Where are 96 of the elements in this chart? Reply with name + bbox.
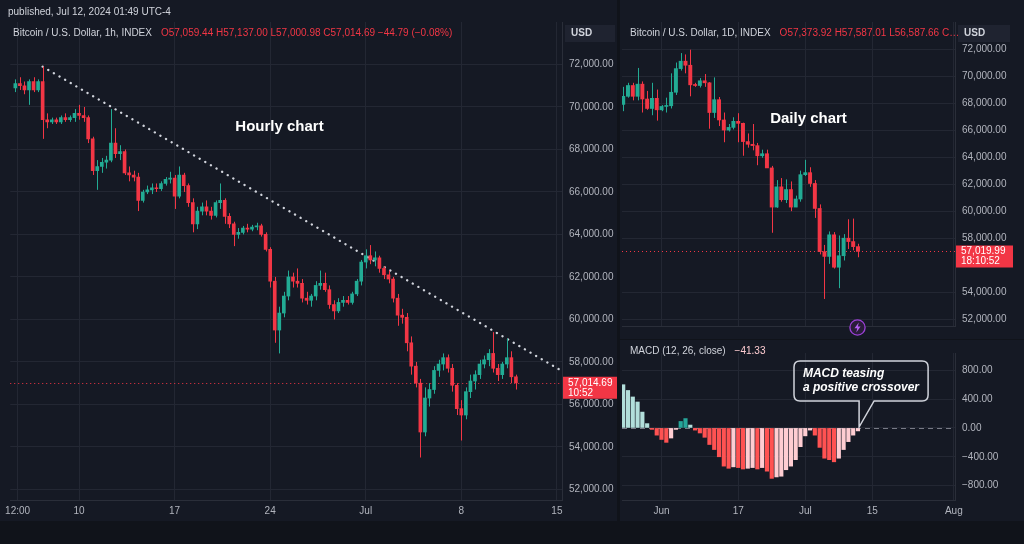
annotation: MACD teasing a positive crossover bbox=[802, 366, 921, 395]
bar bbox=[831, 428, 837, 463]
bar bbox=[683, 418, 688, 428]
x-tick-label: Aug bbox=[944, 504, 963, 516]
y-tick-label: 54,000.00 bbox=[962, 285, 1007, 297]
x-tick-label: 24 bbox=[264, 504, 277, 516]
candlestick bbox=[721, 112, 726, 143]
bar bbox=[774, 428, 779, 478]
chart-subtitle: O57,373.92 H57,587.01 L56,587.66 C… bbox=[779, 26, 960, 38]
text: O57,059.44 H57,137.00 L57,000.98 C57,014.69 −44.79 (−0.08%) bbox=[160, 26, 453, 38]
candlestick bbox=[784, 178, 789, 204]
y-tick-label: 70,000.00 bbox=[569, 100, 614, 112]
candlestick bbox=[640, 80, 645, 114]
y-tick-label: 64,000.00 bbox=[962, 150, 1007, 162]
ref-line-label: 57,019.99 18:10:52 bbox=[961, 245, 1006, 267]
y-tick-label: 68,000.00 bbox=[962, 96, 1007, 108]
y-axis-title: USD bbox=[964, 27, 986, 39]
candlestick bbox=[622, 86, 626, 112]
bar bbox=[622, 384, 626, 428]
candlestick bbox=[846, 218, 851, 250]
y-tick-label: 72,000.00 bbox=[962, 42, 1007, 54]
y-tick-label: 62,000.00 bbox=[962, 177, 1007, 189]
x-tick-label: Jul bbox=[798, 504, 812, 516]
bar bbox=[822, 428, 827, 459]
bar bbox=[740, 428, 746, 470]
candlestick bbox=[95, 159, 100, 191]
candlestick bbox=[827, 230, 832, 265]
bar bbox=[760, 428, 765, 468]
candlestick bbox=[109, 108, 113, 163]
text: published, Jul 12, 2024 01:49 UTC-4 bbox=[8, 5, 172, 17]
bar bbox=[726, 428, 731, 469]
chart-title: Bitcoin / U.S. Dollar, 1D, INDEX bbox=[630, 26, 771, 38]
y-tick-label: 800.00 bbox=[962, 364, 994, 376]
candlestick bbox=[282, 291, 286, 318]
candlestick bbox=[779, 177, 784, 203]
y-tick-label: 58,000.00 bbox=[569, 355, 614, 367]
x-tick-label: Jul bbox=[359, 504, 373, 516]
x-tick-label: 12:00 bbox=[5, 504, 31, 516]
bar bbox=[755, 428, 760, 470]
y-tick-label: 0.00 bbox=[962, 421, 982, 433]
text: Bitcoin / U.S. Dollar, 1h, INDEX bbox=[13, 26, 153, 38]
bar bbox=[736, 428, 741, 468]
y-axis-title: USD bbox=[571, 27, 593, 39]
candlestick bbox=[368, 244, 373, 265]
y-tick-label: 66,000.00 bbox=[962, 123, 1007, 135]
bar bbox=[659, 428, 664, 440]
chart-subtitle: −41.33 bbox=[734, 344, 766, 356]
chart-title: MACD (12, 26, close) bbox=[630, 344, 726, 356]
candlestick bbox=[504, 338, 509, 369]
candlestick bbox=[27, 78, 31, 106]
y-tick-label: 52,000.00 bbox=[569, 483, 614, 495]
candlestick bbox=[736, 112, 741, 143]
x-tick-label: 10 bbox=[73, 504, 86, 516]
annotation: Hourly chart bbox=[235, 117, 324, 135]
candlestick bbox=[277, 306, 282, 354]
y-tick-label: −400.00 bbox=[962, 450, 999, 462]
bar bbox=[635, 401, 640, 428]
candlestick bbox=[645, 90, 650, 111]
candlestick bbox=[363, 248, 368, 269]
x-tick-label: Jun bbox=[653, 504, 670, 516]
bar bbox=[731, 428, 736, 468]
candlestick bbox=[712, 76, 717, 119]
annotation: Daily chart bbox=[770, 109, 847, 127]
candlestick bbox=[774, 179, 779, 209]
x-tick-label: 15 bbox=[551, 504, 563, 516]
x-tick-label: 8 bbox=[458, 504, 465, 516]
y-tick-label: 64,000.00 bbox=[569, 228, 614, 240]
x-tick-label: 17 bbox=[169, 504, 181, 516]
candlestick bbox=[717, 96, 722, 127]
x-tick-label: 17 bbox=[732, 504, 745, 516]
candlestick bbox=[688, 49, 693, 97]
y-tick-label: 56,000.00 bbox=[569, 398, 614, 410]
y-tick-label: 400.00 bbox=[962, 392, 994, 404]
candlestick bbox=[432, 365, 436, 395]
bar bbox=[688, 424, 693, 428]
candlestick bbox=[177, 165, 181, 199]
y-tick-label: 60,000.00 bbox=[962, 204, 1007, 216]
candlestick bbox=[300, 278, 304, 303]
y-tick-label: 62,000.00 bbox=[569, 270, 614, 282]
y-tick-label: 58,000.00 bbox=[962, 231, 1007, 243]
y-tick-label: −800.00 bbox=[962, 479, 999, 491]
y-tick-label: 72,000.00 bbox=[569, 58, 614, 70]
bar bbox=[769, 428, 774, 479]
y-tick-label: 66,000.00 bbox=[569, 185, 614, 197]
bar bbox=[669, 428, 674, 439]
y-tick-label: 68,000.00 bbox=[569, 143, 614, 155]
x-tick-label: 15 bbox=[866, 504, 879, 516]
y-tick-label: 54,000.00 bbox=[569, 440, 614, 452]
ref-line-label: 57,014.69 10:52 bbox=[568, 376, 613, 398]
y-tick-label: 52,000.00 bbox=[962, 312, 1007, 324]
candlestick bbox=[654, 89, 659, 122]
candlestick bbox=[313, 280, 318, 301]
y-tick-label: 70,000.00 bbox=[962, 69, 1007, 81]
candlestick bbox=[222, 197, 227, 225]
y-tick-label: 60,000.00 bbox=[569, 313, 614, 325]
bar bbox=[750, 428, 755, 468]
